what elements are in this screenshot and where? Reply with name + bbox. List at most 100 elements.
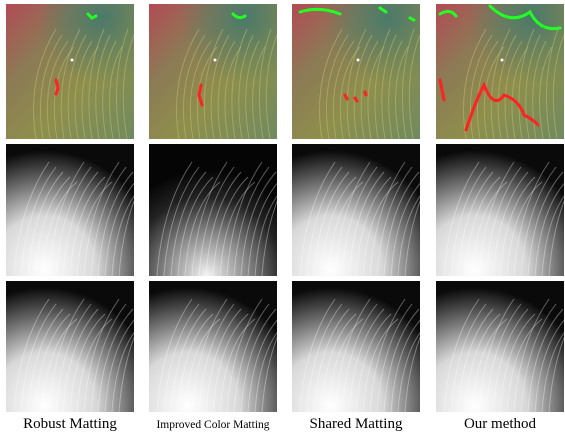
matte-strand (513, 298, 550, 413)
hair-strand (339, 46, 361, 140)
matte-strand (205, 171, 242, 277)
matte-strand (527, 171, 564, 277)
hair-strand (203, 28, 224, 140)
matte-strand (443, 298, 480, 413)
matte (436, 281, 564, 412)
matte (149, 144, 277, 276)
matte (436, 144, 564, 276)
hair-strand (245, 40, 260, 140)
matte-strand (212, 313, 249, 413)
user-stroke (54, 78, 60, 96)
matte-strand (170, 171, 207, 277)
matte-strand (499, 176, 536, 277)
matte-strand (492, 171, 529, 277)
matte-strand (20, 303, 57, 413)
matte-strand (240, 171, 277, 277)
hair-strand (395, 46, 409, 140)
matte (292, 281, 420, 412)
matte-strand (111, 318, 148, 413)
matte-strand (48, 298, 85, 413)
matte-strand (471, 181, 508, 277)
matte-strand (219, 181, 256, 277)
caption: Our method (464, 416, 537, 432)
matte-strand (313, 308, 350, 413)
user-stroke (343, 90, 368, 103)
matte-strand (198, 303, 235, 413)
matte-strand (383, 171, 420, 277)
matte-strand (548, 197, 565, 277)
hair-strand (408, 34, 421, 140)
matte-strand (313, 171, 350, 277)
user-stroke (438, 78, 540, 132)
matte-strand (464, 313, 501, 413)
hair-strand (325, 34, 349, 140)
matte-strand (348, 308, 385, 413)
matte-strand (83, 161, 120, 277)
matte-strand (118, 161, 155, 277)
matte-strand (306, 166, 343, 277)
matte-strand (247, 176, 284, 277)
matte-strand (27, 171, 64, 277)
matte-strand (97, 171, 134, 277)
matte (6, 281, 134, 412)
hair-strand (504, 40, 523, 140)
matte-strand (55, 166, 92, 277)
matte-strand (90, 303, 127, 413)
matte-strand (457, 308, 494, 413)
hair-strand (231, 28, 248, 140)
hair-strand (388, 40, 403, 140)
hair-strand (463, 28, 487, 140)
matte-strand (520, 166, 557, 277)
photo-shade (149, 4, 277, 139)
matte-strand (397, 318, 434, 413)
hair-strand (189, 40, 212, 140)
matte-strand (320, 313, 357, 413)
matte-strand (69, 176, 106, 277)
hair-strand (539, 46, 553, 140)
matte-strand (48, 161, 85, 277)
hair-strand (88, 28, 105, 140)
matte (292, 144, 420, 276)
hair-strand (109, 46, 123, 140)
photo-shade (6, 4, 134, 139)
hair-strand (483, 46, 505, 140)
hair-strand (102, 40, 117, 140)
hair-strand (182, 34, 206, 140)
matte-strand (191, 161, 228, 277)
matte (6, 144, 134, 276)
hair-strand (552, 34, 565, 140)
hair-strand (525, 34, 541, 140)
matte-strand (13, 298, 50, 413)
photo-shade (292, 4, 420, 139)
hair-strand (176, 28, 200, 140)
matte-strand (383, 308, 420, 413)
matte-strand (184, 181, 221, 277)
matte-strand (362, 318, 399, 413)
matte-strand (20, 166, 57, 277)
matte-strand (369, 298, 406, 413)
matte-strand (219, 318, 256, 413)
matte-strand (520, 303, 557, 413)
matte-strand (163, 303, 200, 413)
matte-strand (334, 298, 371, 413)
hair-strand (122, 34, 135, 140)
matte-strand (450, 303, 487, 413)
hair-strand (518, 28, 535, 140)
hair-strand (210, 34, 230, 140)
matte-strand (170, 308, 207, 413)
caption: Improved Color Matting (156, 419, 269, 431)
matte-strand (13, 161, 50, 277)
matte-strand (76, 181, 113, 277)
matte-strand (478, 298, 515, 413)
matte-strand (34, 176, 71, 277)
matte-strand (111, 181, 148, 277)
matte-strand (226, 298, 263, 413)
matte-strand (163, 166, 200, 277)
matte-strand (355, 313, 392, 413)
matte-strand (334, 161, 371, 277)
matte-strand (506, 181, 543, 277)
matte-strand (83, 298, 120, 413)
matte-strand (261, 161, 298, 277)
matte-strand (212, 176, 249, 277)
